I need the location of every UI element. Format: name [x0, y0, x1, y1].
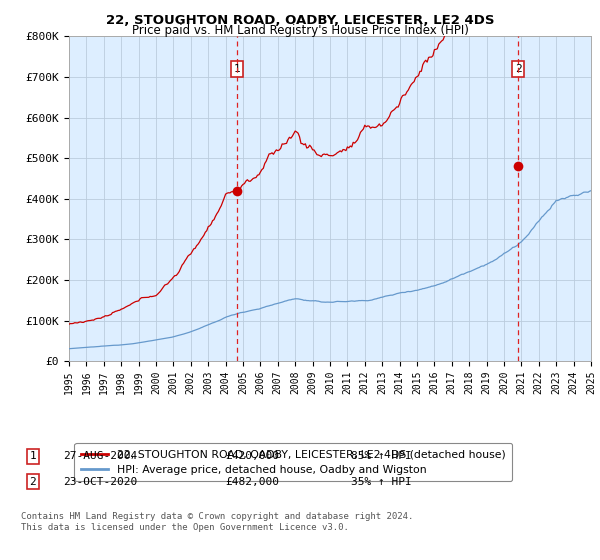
- Text: 2: 2: [29, 477, 37, 487]
- Text: Price paid vs. HM Land Registry's House Price Index (HPI): Price paid vs. HM Land Registry's House …: [131, 24, 469, 37]
- Text: 23-OCT-2020: 23-OCT-2020: [63, 477, 137, 487]
- Text: 1: 1: [233, 64, 240, 74]
- Text: 35% ↑ HPI: 35% ↑ HPI: [351, 477, 412, 487]
- Text: £482,000: £482,000: [225, 477, 279, 487]
- Text: 27-AUG-2004: 27-AUG-2004: [63, 451, 137, 461]
- Legend: 22, STOUGHTON ROAD, OADBY, LEICESTER, LE2 4DS (detached house), HPI: Average pri: 22, STOUGHTON ROAD, OADBY, LEICESTER, LE…: [74, 443, 512, 482]
- Text: 1: 1: [29, 451, 37, 461]
- Text: £420,000: £420,000: [225, 451, 279, 461]
- Text: 85% ↑ HPI: 85% ↑ HPI: [351, 451, 412, 461]
- Text: 22, STOUGHTON ROAD, OADBY, LEICESTER, LE2 4DS: 22, STOUGHTON ROAD, OADBY, LEICESTER, LE…: [106, 14, 494, 27]
- Text: Contains HM Land Registry data © Crown copyright and database right 2024.
This d: Contains HM Land Registry data © Crown c…: [21, 512, 413, 532]
- Text: 2: 2: [515, 64, 521, 74]
